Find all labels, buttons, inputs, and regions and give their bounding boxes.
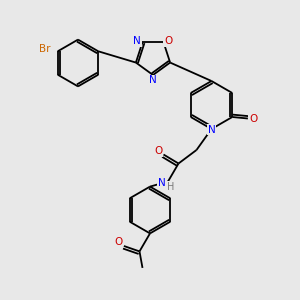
Text: N: N bbox=[148, 75, 156, 85]
Text: H: H bbox=[167, 182, 175, 192]
Text: O: O bbox=[249, 113, 257, 124]
Text: N: N bbox=[158, 178, 166, 188]
Text: O: O bbox=[154, 146, 162, 156]
Text: Br: Br bbox=[39, 44, 51, 54]
Text: N: N bbox=[208, 124, 215, 135]
Text: O: O bbox=[114, 237, 123, 248]
Text: O: O bbox=[164, 36, 172, 46]
Text: N: N bbox=[133, 36, 141, 46]
